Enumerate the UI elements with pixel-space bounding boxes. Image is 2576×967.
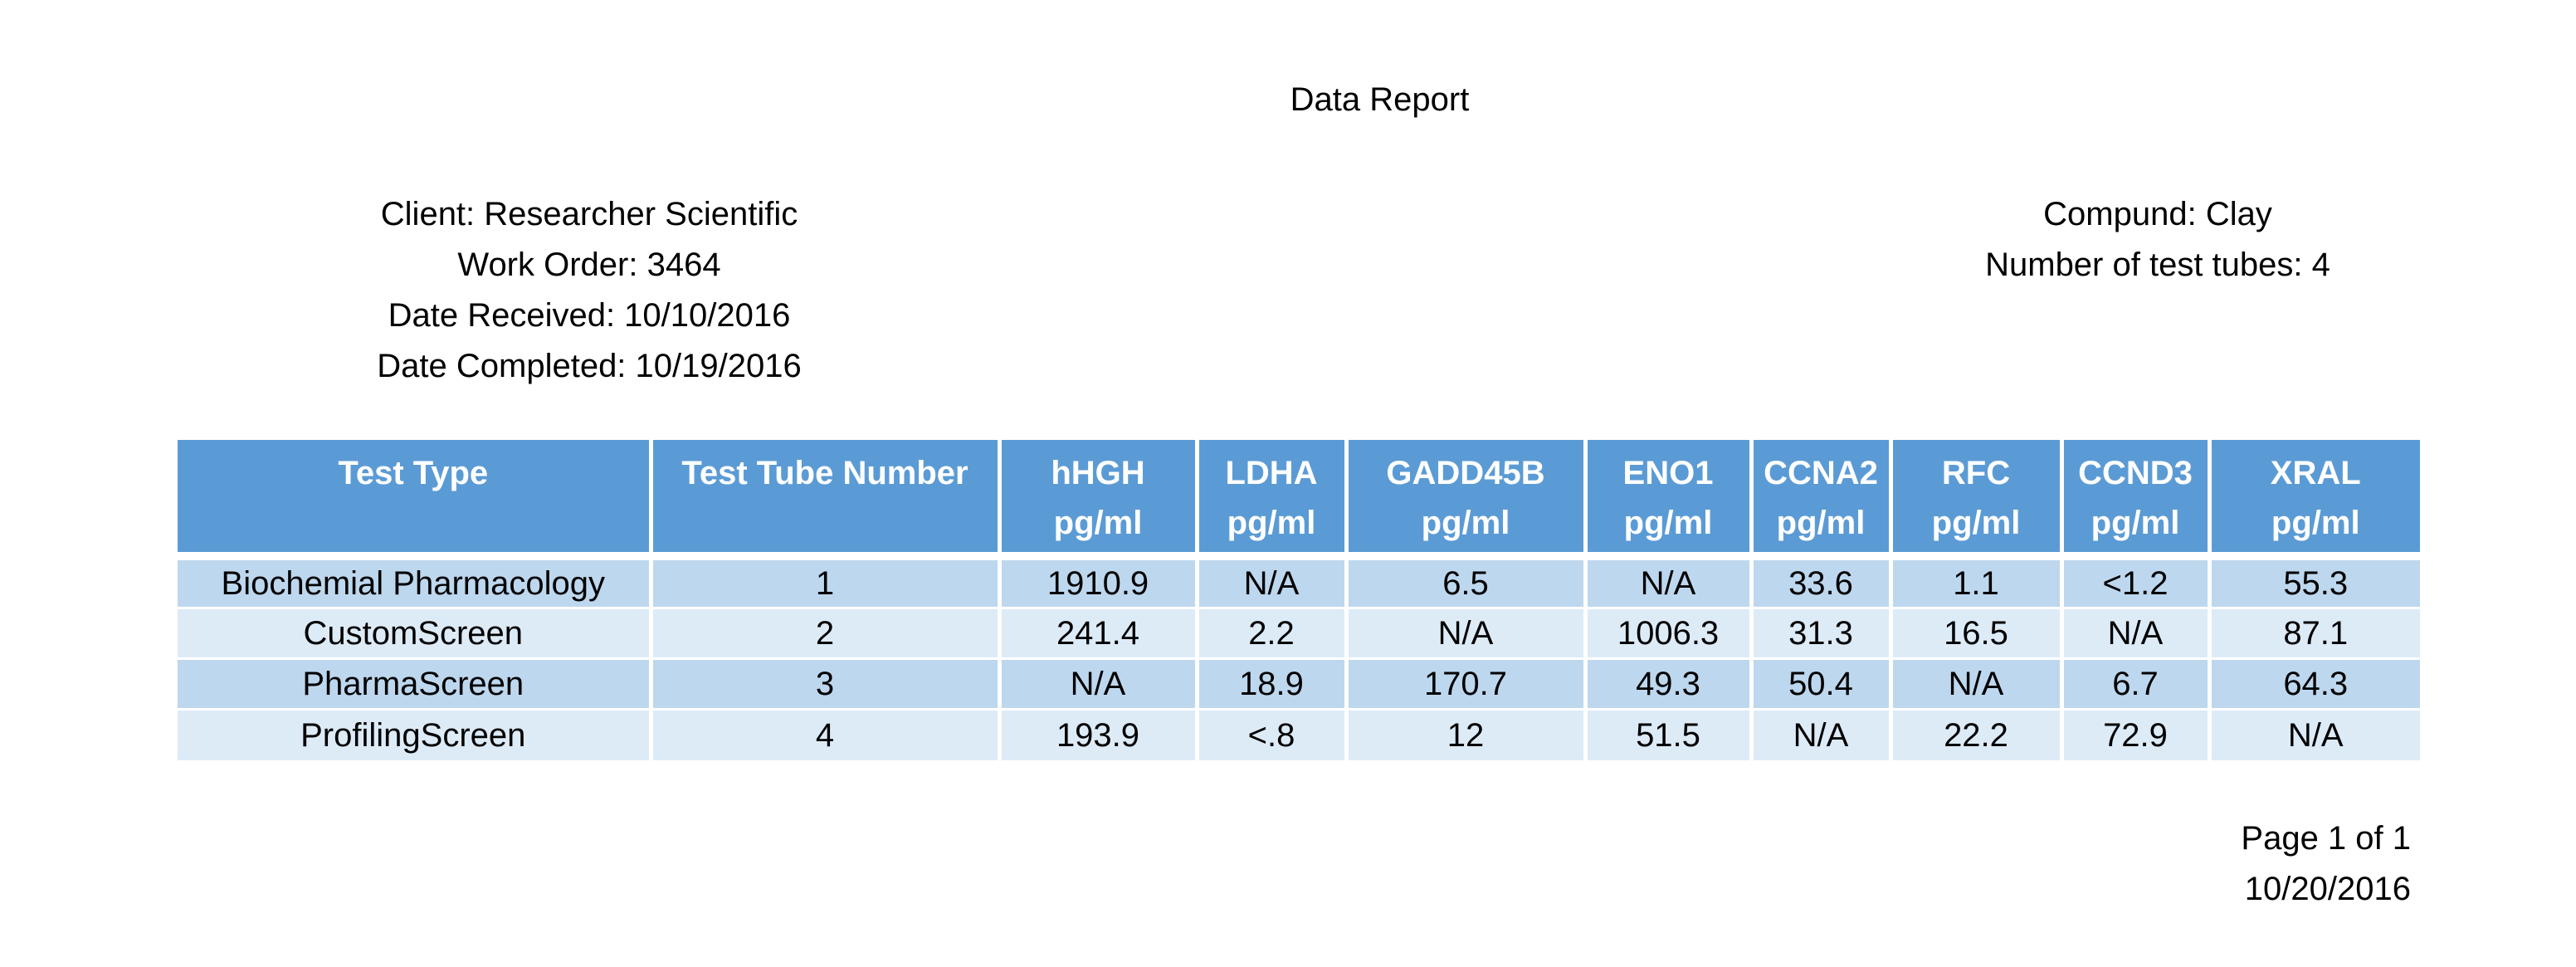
cell-ldha: <.8 [1194, 708, 1346, 760]
cell-ccnd3: 6.7 [2059, 657, 2209, 710]
column-header-gadd45b: GADD45B pg/ml [1344, 440, 1585, 560]
column-header-ccna2: CCNA2 pg/ml [1749, 440, 1891, 560]
column-header-ldha: LDHA pg/ml [1194, 440, 1346, 560]
cell-test-tube-number: 3 [648, 657, 999, 710]
cell-eno1: N/A [1583, 554, 1751, 608]
column-header-test-type: Test Type [178, 440, 651, 560]
date-completed: Date Completed: 10/19/2016 [377, 348, 802, 384]
page-number: Page 1 of 1 [2241, 820, 2411, 857]
cell-eno1: 51.5 [1583, 708, 1751, 760]
column-header-rfc: RFC pg/ml [1888, 440, 2061, 560]
cell-hhgh: 241.4 [997, 607, 1197, 659]
cell-ccna2: 33.6 [1749, 554, 1891, 608]
cell-hhgh: 193.9 [997, 708, 1197, 760]
table-header-row: Test Type Test Tube Number hHGH pg/ml LDH… [178, 440, 2420, 560]
column-header-hhgh: hHGH pg/ml [997, 440, 1197, 560]
report-title: Data Report [1290, 81, 1470, 118]
compound-info-block: Compund: Clay Number of test tubes: 4 [1900, 189, 2415, 291]
cell-ldha: N/A [1194, 554, 1346, 608]
client-info-block: Client: Researcher Scientific Work Order… [315, 189, 863, 392]
cell-hhgh: N/A [997, 657, 1197, 710]
cell-xral: 64.3 [2207, 657, 2420, 710]
cell-ccnd3: <1.2 [2059, 554, 2209, 608]
date-received: Date Received: 10/10/2016 [388, 297, 791, 334]
cell-ldha: 18.9 [1194, 657, 1346, 710]
client-name: Client: Researcher Scientific [380, 196, 798, 232]
cell-test-tube-number: 2 [648, 607, 999, 659]
print-date: 10/20/2016 [2244, 871, 2411, 907]
results-table: Test Type Test Tube Number hHGH pg/ml LDH… [178, 440, 2420, 760]
cell-eno1: 49.3 [1583, 657, 1751, 710]
cell-rfc: 22.2 [1888, 708, 2061, 760]
cell-test-type: PharmaScreen [178, 657, 651, 710]
cell-gadd45b: N/A [1344, 607, 1585, 659]
cell-ccna2: N/A [1749, 708, 1891, 760]
page-footer: Page 1 of 1 10/20/2016 [2125, 813, 2411, 915]
cell-test-tube-number: 1 [648, 554, 999, 608]
cell-xral: 87.1 [2207, 607, 2420, 659]
table-row: CustomScreen 2 241.4 2.2 N/A 1006.3 31.3… [178, 607, 2420, 659]
compound-name: Compund: Clay [2043, 196, 2272, 232]
cell-xral: 55.3 [2207, 554, 2420, 608]
cell-ldha: 2.2 [1194, 607, 1346, 659]
cell-ccna2: 50.4 [1749, 657, 1891, 710]
cell-eno1: 1006.3 [1583, 607, 1751, 659]
cell-test-tube-number: 4 [648, 708, 999, 760]
cell-ccnd3: 72.9 [2059, 708, 2209, 760]
cell-test-type: Biochemial Pharmacology [178, 554, 651, 608]
column-header-eno1: ENO1 pg/ml [1583, 440, 1751, 560]
cell-gadd45b: 6.5 [1344, 554, 1585, 608]
column-header-test-tube-number: Test Tube Number [648, 440, 999, 560]
test-tube-count: Number of test tubes: 4 [1985, 247, 2330, 283]
cell-rfc: 16.5 [1888, 607, 2061, 659]
cell-test-type: ProfilingScreen [178, 708, 651, 760]
cell-gadd45b: 12 [1344, 708, 1585, 760]
cell-test-type: CustomScreen [178, 607, 651, 659]
cell-hhgh: 1910.9 [997, 554, 1197, 608]
cell-rfc: N/A [1888, 657, 2061, 710]
cell-gadd45b: 170.7 [1344, 657, 1585, 710]
work-order: Work Order: 3464 [457, 247, 721, 283]
table-row: ProfilingScreen 4 193.9 <.8 12 51.5 N/A … [178, 708, 2420, 760]
table-row: Biochemial Pharmacology 1 1910.9 N/A 6.5… [178, 554, 2420, 608]
table-row: PharmaScreen 3 N/A 18.9 170.7 49.3 50.4 … [178, 657, 2420, 710]
cell-xral: N/A [2207, 708, 2420, 760]
column-header-xral: XRAL pg/ml [2207, 440, 2420, 560]
column-header-ccnd3: CCND3 pg/ml [2059, 440, 2209, 560]
cell-ccnd3: N/A [2059, 607, 2209, 659]
cell-rfc: 1.1 [1888, 554, 2061, 608]
cell-ccna2: 31.3 [1749, 607, 1891, 659]
